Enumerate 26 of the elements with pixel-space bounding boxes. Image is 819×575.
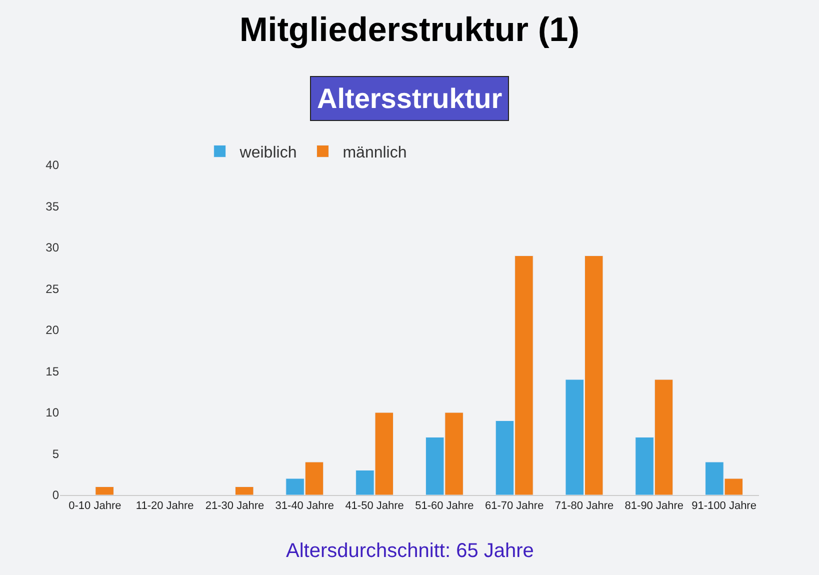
y-tick-label: 30 (46, 240, 60, 255)
y-tick-label: 40 (46, 158, 60, 172)
y-tick-label: 15 (46, 364, 60, 378)
x-tick-label: 81-90 Jahre (624, 500, 684, 512)
chart-subtitle: Altersstruktur (317, 83, 502, 114)
y-tick-label: 0 (52, 488, 60, 502)
x-tick-label: 41-50 Jahre (345, 500, 404, 512)
x-tick-label: 0-10 Jahre (68, 500, 122, 512)
x-tick-label: 71-80 Jahre (554, 500, 614, 512)
x-tick-label: 91-100 Jahre (692, 500, 756, 512)
bar (95, 486, 114, 495)
x-tick-label: 31-40 Jahre (275, 500, 334, 512)
legend-label: männlich (342, 144, 407, 162)
x-tick-label: 11-20 Jahre (136, 500, 194, 512)
legend-label: weiblich (238, 144, 297, 162)
x-tick-label: 21-30 Jahre (205, 500, 264, 512)
bar (234, 486, 254, 495)
x-tick-label: 51-60 Jahre (415, 500, 474, 512)
text: Altersdurchschnitt: 65 Jahre (286, 540, 534, 562)
y-tick-label: 10 (46, 406, 60, 420)
chart-title: Mitgliederstruktur (1) (239, 11, 580, 50)
x-tick-label: 61-70 Jahre (484, 500, 544, 512)
y-tick-label: 20 (46, 323, 60, 338)
y-tick-label: 5 (52, 446, 60, 461)
y-tick-label: 25 (46, 282, 60, 296)
y-tick-label: 35 (46, 199, 60, 214)
